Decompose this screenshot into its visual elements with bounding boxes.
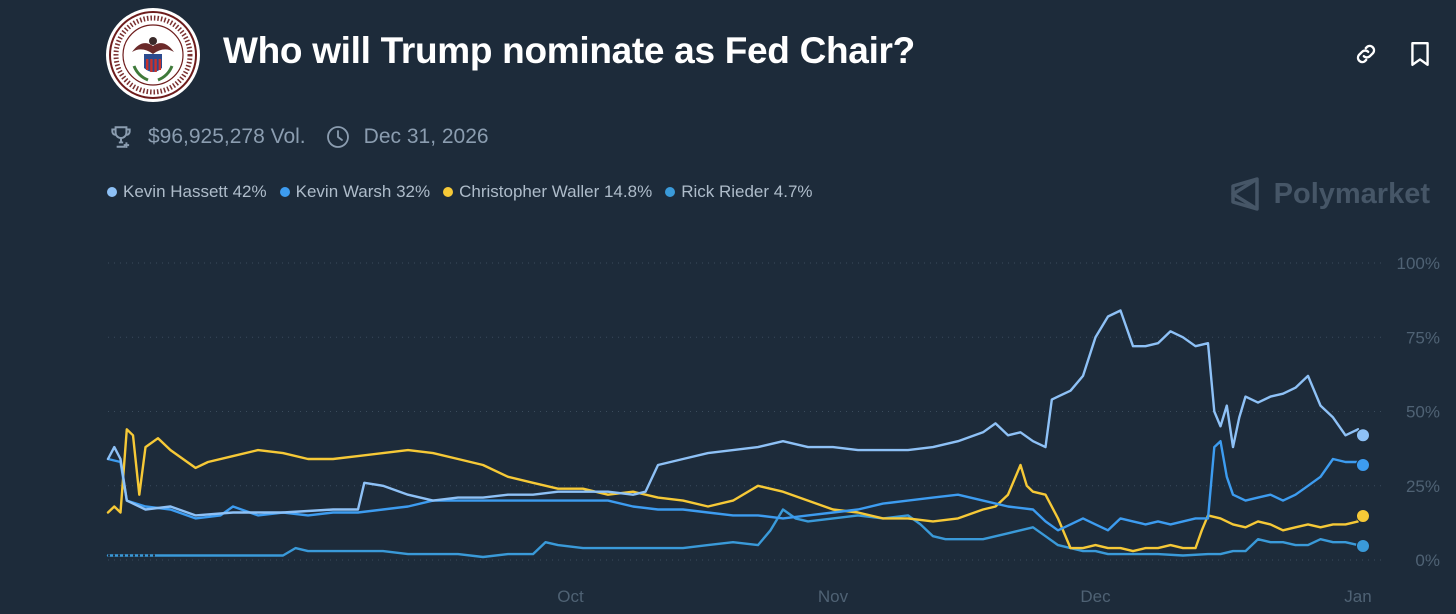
legend-dot: [107, 187, 117, 197]
legend-item[interactable]: Christopher Waller 14.8%: [443, 182, 652, 202]
polymarket-logo-icon: [1230, 177, 1259, 211]
legend-label: Kevin Warsh 32%: [295, 182, 431, 201]
legend-dot: [665, 187, 676, 197]
x-tick-label: Nov: [818, 587, 849, 606]
fed-seal-logo: [106, 8, 200, 102]
x-tick-label: Jan: [1344, 587, 1371, 606]
page-title: Who will Trump nominate as Fed Chair?: [223, 30, 915, 71]
y-tick-label: 75%: [1406, 328, 1440, 347]
legend-dot: [279, 187, 290, 197]
legend-dot: [443, 187, 454, 197]
y-tick-label: 0%: [1415, 551, 1440, 570]
legend-item[interactable]: Rick Rieder 4.7%: [665, 182, 813, 202]
link-icon: [1356, 44, 1376, 64]
clock-icon: [326, 125, 350, 149]
y-tick-label: 100%: [1397, 254, 1440, 273]
series-line-rick-rieder: [106, 508, 1360, 559]
series-line-christopher-waller: [106, 428, 1360, 553]
y-tick-label: 50%: [1406, 403, 1440, 422]
brand-watermark: Polymarket: [1228, 176, 1430, 212]
bookmark-button[interactable]: [1406, 40, 1434, 68]
chart-legend: Kevin Hassett 42% Kevin Warsh 32% Christop…: [107, 182, 826, 202]
trophy-icon: [108, 124, 134, 150]
series-end-dot: [1356, 539, 1370, 554]
series-end-dot: [1356, 428, 1370, 443]
series-end-dot: [1356, 457, 1370, 472]
price-history-chart: 0% 25% 50% 75% 100% Oct Nov Dec Jan: [106, 254, 1440, 606]
legend-item[interactable]: Kevin Warsh 32%: [279, 182, 431, 202]
legend-label: Rick Rieder 4.7%: [681, 182, 813, 201]
series-line-kevin-warsh: [106, 440, 1360, 532]
fed-seal-icon: [109, 11, 197, 99]
legend-item[interactable]: Kevin Hassett 42%: [107, 182, 267, 202]
series-line-kevin-hassett: [106, 309, 1360, 517]
x-tick-label: Oct: [557, 587, 584, 606]
legend-label: Christopher Waller 14.8%: [459, 182, 653, 201]
end-date: Dec 31, 2026: [363, 125, 489, 148]
x-tick-label: Dec: [1080, 587, 1111, 606]
copy-link-button[interactable]: [1352, 40, 1380, 68]
brand-name: Polymarket: [1273, 177, 1430, 210]
legend-label: Kevin Hassett 42%: [123, 182, 267, 201]
volume-value: $96,925,278 Vol.: [148, 125, 306, 148]
y-tick-label: 25%: [1406, 477, 1440, 496]
market-meta: $96,925,278 Vol. Dec 31, 2026: [108, 124, 489, 150]
series-end-dot: [1356, 509, 1370, 524]
bookmark-icon: [1411, 41, 1429, 67]
